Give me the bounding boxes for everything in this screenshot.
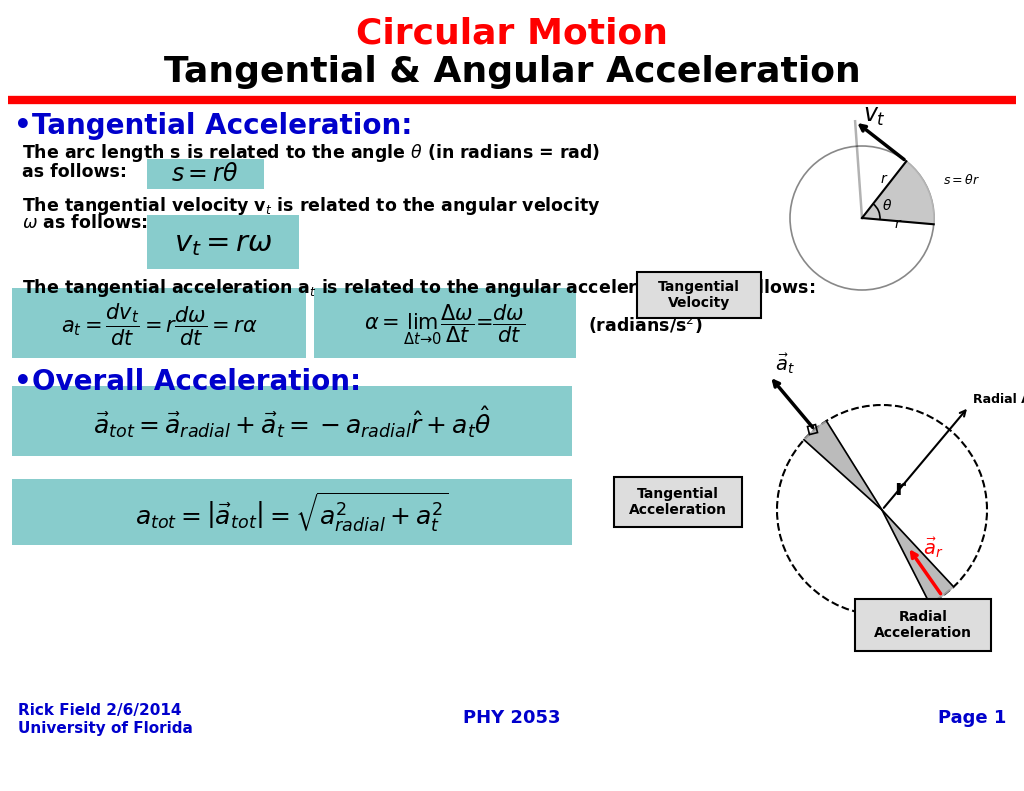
Text: $\omega$ as follows:: $\omega$ as follows: <box>22 214 147 232</box>
FancyBboxPatch shape <box>314 288 575 358</box>
Text: The tangential acceleration a$_t$ is related to the angular acceleration $\alpha: The tangential acceleration a$_t$ is rel… <box>22 277 815 299</box>
FancyBboxPatch shape <box>855 599 991 651</box>
FancyBboxPatch shape <box>12 479 572 545</box>
Text: The tangential velocity v$_t$ is related to the angular velocity: The tangential velocity v$_t$ is related… <box>22 195 600 217</box>
Text: (radians/s$^2$): (radians/s$^2$) <box>588 314 702 336</box>
Text: The arc length s is related to the angle $\theta$ (in radians = rad): The arc length s is related to the angle… <box>22 142 600 164</box>
FancyBboxPatch shape <box>12 386 572 456</box>
Polygon shape <box>862 161 934 225</box>
FancyBboxPatch shape <box>614 477 742 527</box>
FancyBboxPatch shape <box>147 215 299 269</box>
Text: $v_t$: $v_t$ <box>863 104 886 128</box>
Text: University of Florida: University of Florida <box>18 721 193 736</box>
Text: $\mathbf{r}$: $\mathbf{r}$ <box>894 479 907 499</box>
Text: Tangential & Angular Acceleration: Tangential & Angular Acceleration <box>164 55 860 89</box>
Text: $\vec{a}_r$: $\vec{a}_r$ <box>924 536 944 560</box>
Text: $s = \theta r$: $s = \theta r$ <box>943 172 980 187</box>
Text: $v_t = r\omega$: $v_t = r\omega$ <box>174 230 272 258</box>
Text: $\alpha = \lim_{\Delta t \to 0} \dfrac{\Delta\omega}{\Delta t} = \dfrac{d\omega}: $\alpha = \lim_{\Delta t \to 0} \dfrac{\… <box>365 303 525 347</box>
Text: Tangential Acceleration:: Tangential Acceleration: <box>32 112 413 140</box>
Text: Radial Axis: Radial Axis <box>973 392 1024 406</box>
Text: $a_{tot} = \left|\vec{a}_{tot}\right| = \sqrt{a_{radial}^2 + a_t^2}$: $a_{tot} = \left|\vec{a}_{tot}\right| = … <box>135 490 449 536</box>
Text: Tangential
Velocity: Tangential Velocity <box>658 280 740 310</box>
FancyBboxPatch shape <box>147 159 264 189</box>
Text: $\vec{a}_{tot} = \vec{a}_{radial} + \vec{a}_t = -a_{radial}\hat{r} + a_t\hat{\th: $\vec{a}_{tot} = \vec{a}_{radial} + \vec… <box>93 404 492 440</box>
Text: Radial
Acceleration: Radial Acceleration <box>874 610 972 640</box>
FancyBboxPatch shape <box>12 288 306 358</box>
Text: $r$: $r$ <box>881 172 889 186</box>
FancyBboxPatch shape <box>637 272 761 318</box>
Text: $r$: $r$ <box>894 217 902 231</box>
Text: as follows:: as follows: <box>22 163 127 181</box>
Text: •: • <box>14 368 41 396</box>
Text: $s = r\theta$: $s = r\theta$ <box>171 162 239 186</box>
Text: PHY 2053: PHY 2053 <box>463 709 561 727</box>
Text: Overall Acceleration:: Overall Acceleration: <box>32 368 361 396</box>
Text: Rick Field 2/6/2014: Rick Field 2/6/2014 <box>18 702 181 717</box>
Polygon shape <box>804 421 882 510</box>
Text: $\vec{a}_t$: $\vec{a}_t$ <box>774 352 795 377</box>
Text: Page 1: Page 1 <box>938 709 1006 727</box>
Text: $\theta$: $\theta$ <box>882 198 892 213</box>
Text: $a_t = \dfrac{dv_t}{dt} = r\dfrac{d\omega}{dt} = r\alpha$: $a_t = \dfrac{dv_t}{dt} = r\dfrac{d\omeg… <box>60 302 257 348</box>
Text: Circular Motion: Circular Motion <box>356 16 668 50</box>
Text: Tangential
Acceleration: Tangential Acceleration <box>629 487 727 517</box>
Polygon shape <box>882 510 953 604</box>
Text: •: • <box>14 112 41 140</box>
